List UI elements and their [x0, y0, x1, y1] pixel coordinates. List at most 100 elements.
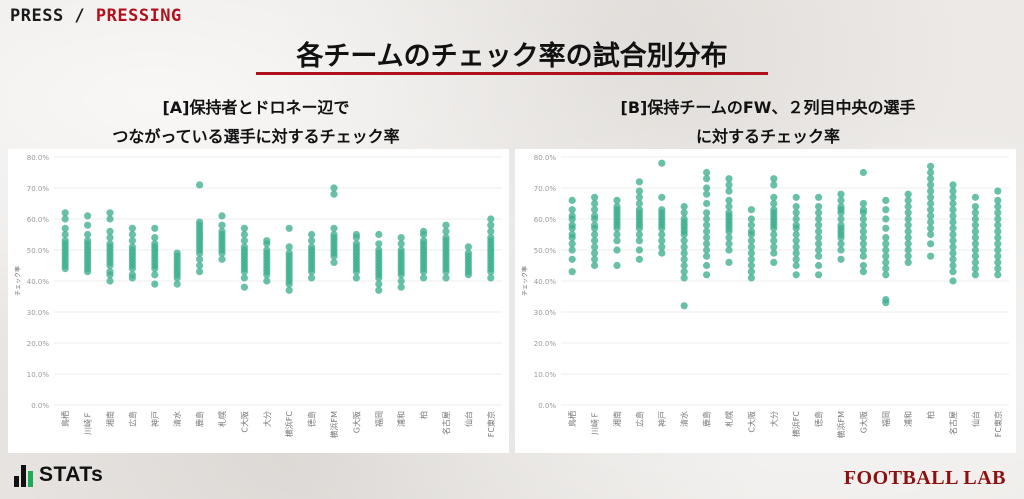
chart-a-data-point — [330, 230, 338, 239]
chart-a-data-point — [375, 286, 383, 294]
chart-b-data-point — [680, 268, 688, 276]
chart-b-y-tick-label: 70.0% — [534, 185, 557, 193]
chart-b-data-point — [904, 196, 912, 204]
chart-a-data-point — [128, 271, 136, 279]
chart-b-data-point — [994, 234, 1002, 242]
chart-a-title-line2: つながっている選手に対するチェック率 — [112, 127, 400, 146]
chart-b-data-point — [994, 187, 1002, 195]
chart-a-data-point — [442, 234, 450, 242]
chart-a-data-point — [487, 227, 495, 235]
section-label: PRESS / PRESSING — [10, 6, 182, 26]
chart-a-x-tick-label: 柏 — [419, 411, 429, 419]
chart-b-data-point — [927, 175, 935, 183]
chart-b-x-tick-label: 福岡 — [882, 411, 891, 427]
chart-b-data-point — [971, 193, 979, 201]
chart-b-y-tick-label: 50.0% — [534, 247, 557, 255]
chart-b-data-point — [859, 221, 867, 229]
chart-b-data-point — [747, 249, 755, 257]
chart-b-data-point — [971, 252, 979, 260]
chart-b-data-point — [815, 240, 823, 248]
chart-b-data-point — [882, 196, 890, 204]
chart-a-data-point — [128, 243, 136, 251]
chart-a-data-point — [263, 277, 271, 285]
chart-a-svg: 0.0% 10.0% 20.0% 30.0% 40.0% 50.0% 60.0% 70.0% 8… — [14, 154, 502, 439]
chart-a-data-point — [196, 218, 204, 226]
chart-b-data-point — [971, 203, 979, 211]
chart-b-data-point — [949, 268, 957, 276]
chart-a-data-point — [442, 221, 450, 229]
chart-b-data-point — [949, 181, 957, 189]
chart-b-data-point — [635, 187, 643, 195]
chart-b-data-point — [591, 249, 599, 257]
chart-b-y-tick-label: 0.0% — [538, 402, 556, 410]
chart-b-x-tick-label: 仙台 — [970, 411, 980, 427]
chart-b-data-point — [882, 271, 890, 279]
chart-a-data-point — [61, 237, 69, 245]
chart-a-data-point — [196, 261, 204, 270]
page-title: 各チームのチェック率の試合別分布 — [296, 41, 728, 72]
chart-b-data-point — [725, 187, 733, 195]
chart-a-y-tick-label: 40.0% — [27, 278, 50, 286]
title-underline — [256, 72, 768, 75]
chart-b-data-point — [949, 218, 957, 226]
chart-b-data-point — [971, 271, 979, 279]
chart-a-data-point — [61, 230, 69, 239]
chart-b-data-point — [949, 230, 957, 239]
chart-b-data-point — [591, 237, 599, 245]
chart-a-y-tick-label: 60.0% — [27, 216, 50, 224]
chart-a-x-tick-label: 鹿島 — [195, 411, 205, 427]
chart-a-y-tick-label: 30.0% — [27, 309, 50, 317]
chart-b-data-point — [927, 206, 935, 214]
chart-b-data-point — [568, 240, 576, 248]
chart-a-data-point — [240, 237, 248, 245]
chart-b-data-point — [658, 237, 666, 245]
chart-b-x-tick-label: 鹿島 — [702, 411, 712, 427]
chart-b-y-tick-label: 20.0% — [534, 340, 557, 348]
chart-b-data-point — [658, 206, 666, 214]
chart-b-data-point — [859, 234, 867, 242]
chart-a-x-tick-label: 大分 — [262, 411, 272, 427]
chart-a-x-tick-label: 神戸 — [150, 411, 160, 427]
chart-b-data-point — [859, 227, 867, 235]
chart-a-data-point — [61, 215, 69, 223]
chart-b-data-point — [994, 203, 1002, 211]
chart-b-data-point — [904, 246, 912, 254]
chart-b-data-point — [658, 230, 666, 239]
chart-b-x-tick-label: C大阪 — [746, 411, 756, 433]
chart-a-data-point — [397, 283, 405, 291]
chart-a-data-point — [397, 246, 405, 254]
chart-a-data-point — [106, 209, 114, 217]
chart-b-data-point — [658, 159, 666, 167]
chart-b-data-point — [591, 255, 599, 263]
chart-b-y-tick-label: 80.0% — [534, 154, 557, 162]
chart-b-data-point — [949, 277, 957, 285]
chart-b-data-point — [591, 221, 599, 229]
chart-b-data-point — [949, 206, 957, 214]
chart-b-data-point — [680, 255, 688, 263]
chart-b-data-point — [949, 237, 957, 245]
chart-b-data-point — [792, 215, 800, 223]
chart-a-data-point — [375, 246, 383, 254]
chart-b-title: [B]保持チームのFW、２列目中央の選手 に対するチェック率 — [512, 93, 1024, 151]
chart-b-data-point — [994, 252, 1002, 260]
chart-b-data-point — [591, 193, 599, 201]
chart-a-data-point — [285, 249, 293, 257]
chart-b-data-point — [904, 240, 912, 248]
chart-b-x-tick-label: 鳥栖 — [567, 411, 577, 427]
chart-b-data-point — [613, 203, 621, 211]
chart-b-data-point — [927, 230, 935, 239]
chart-b-y-axis-label: チェック率 — [521, 266, 529, 296]
chart-b-data-point — [635, 246, 643, 254]
chart-b-x-tick-label: 広島 — [634, 411, 644, 427]
chart-a-data-point — [352, 240, 360, 248]
chart-b-x-tick-label: 浦和 — [903, 411, 913, 427]
chart-b-data-point — [770, 193, 778, 201]
chart-b-data-point — [815, 246, 823, 254]
chart-a-data-point — [240, 274, 248, 282]
chart-b-data-point — [747, 221, 755, 229]
chart-b-data-point — [994, 221, 1002, 229]
chart-a-y-tick-label: 70.0% — [27, 185, 50, 193]
chart-b-x-tick-label: 横浜FC — [791, 411, 801, 438]
chart-b-data-point — [971, 234, 979, 242]
chart-b-x-tick-label: 柏 — [926, 411, 936, 419]
